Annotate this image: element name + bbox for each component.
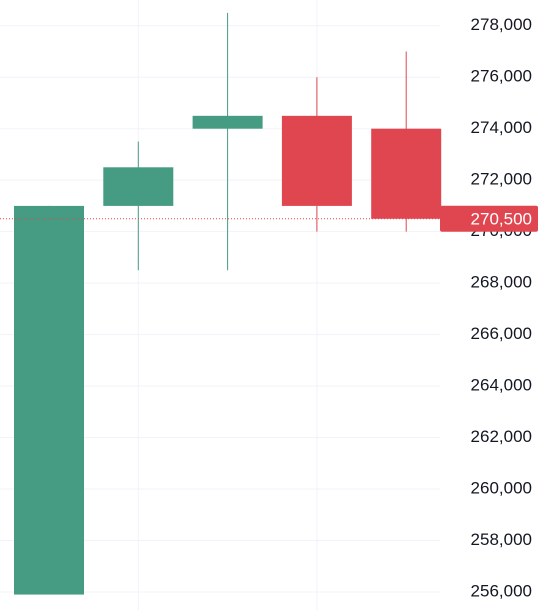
candle-body bbox=[371, 128, 442, 219]
y-tick-label: 256,000 bbox=[471, 581, 532, 600]
y-tick-label: 260,000 bbox=[471, 479, 532, 498]
y-tick-label: 278,000 bbox=[471, 15, 532, 34]
candle-body bbox=[281, 115, 352, 206]
y-tick-label: 268,000 bbox=[471, 273, 532, 292]
y-tick-label: 258,000 bbox=[471, 530, 532, 549]
y-tick-label: 262,000 bbox=[471, 427, 532, 446]
candle-body bbox=[192, 115, 263, 129]
y-tick-label: 272,000 bbox=[471, 170, 532, 189]
last-price-label: 270,500 bbox=[471, 209, 532, 228]
y-tick-label: 274,000 bbox=[471, 118, 532, 137]
candle-body bbox=[14, 205, 84, 595]
last-price-box bbox=[440, 205, 538, 232]
y-tick-label: 266,000 bbox=[471, 324, 532, 343]
y-tick-label: 276,000 bbox=[471, 67, 532, 86]
y-tick-label: 264,000 bbox=[471, 376, 532, 395]
candle-body bbox=[103, 167, 174, 206]
